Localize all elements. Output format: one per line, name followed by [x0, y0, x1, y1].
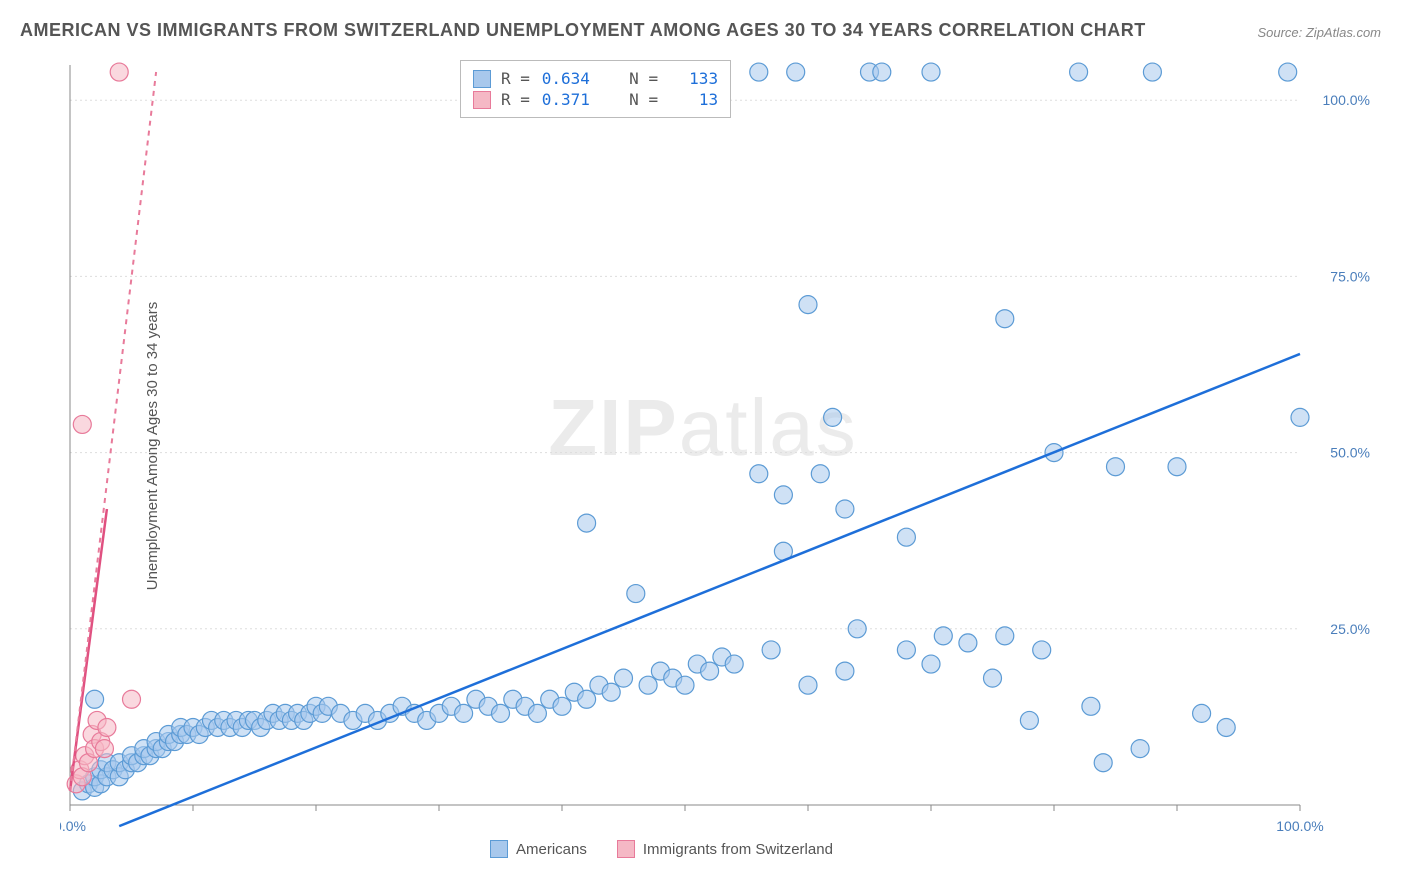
data-point [1131, 740, 1149, 758]
legend-label: Americans [516, 841, 587, 858]
data-point [873, 63, 891, 81]
data-point [824, 408, 842, 426]
series-legend: Americans Immigrants from Switzerland [490, 840, 833, 858]
chart-title: AMERICAN VS IMMIGRANTS FROM SWITZERLAND … [20, 20, 1146, 41]
correlation-legend: R =0.634 N =133 R =0.371 N = 13 [460, 60, 731, 118]
data-point [86, 690, 104, 708]
data-point [110, 63, 128, 81]
legend-swatch [617, 840, 635, 858]
legend-corr-row: R =0.371 N = 13 [473, 90, 718, 109]
data-point [73, 415, 91, 433]
data-point [1070, 63, 1088, 81]
data-point [774, 486, 792, 504]
data-point [922, 63, 940, 81]
data-point [750, 63, 768, 81]
data-point [455, 704, 473, 722]
legend-label: Immigrants from Switzerland [643, 841, 833, 858]
data-point [578, 690, 596, 708]
x-tick-label: 100.0% [1276, 818, 1323, 834]
data-point [492, 704, 510, 722]
data-point [762, 641, 780, 659]
data-point [95, 740, 113, 758]
legend-item: Americans [490, 840, 587, 858]
y-tick-label: 100.0% [1323, 92, 1370, 108]
legend-swatch [473, 70, 491, 88]
data-point [922, 655, 940, 673]
data-point [836, 662, 854, 680]
data-point [1094, 754, 1112, 772]
data-point [528, 704, 546, 722]
data-point [787, 63, 805, 81]
data-point [676, 676, 694, 694]
data-point [1020, 711, 1038, 729]
y-tick-label: 75.0% [1330, 268, 1370, 284]
data-point [1033, 641, 1051, 659]
data-point [984, 669, 1002, 687]
data-point [1082, 697, 1100, 715]
trend-line [119, 354, 1300, 826]
data-point [578, 514, 596, 532]
data-point [701, 662, 719, 680]
data-point [627, 585, 645, 603]
data-point [615, 669, 633, 687]
data-point [1107, 458, 1125, 476]
plot-svg: 25.0% 50.0% 75.0% 100.0% 0.0% 100.0% [60, 55, 1380, 835]
data-point [1217, 718, 1235, 736]
source-attribution: Source: ZipAtlas.com [1257, 25, 1381, 40]
data-point [897, 528, 915, 546]
data-point [799, 676, 817, 694]
legend-swatch [490, 840, 508, 858]
data-point [959, 634, 977, 652]
data-point [799, 296, 817, 314]
data-point [639, 676, 657, 694]
x-tick-label: 0.0% [60, 818, 86, 834]
data-point [725, 655, 743, 673]
data-point [996, 310, 1014, 328]
data-point [750, 465, 768, 483]
y-tick-label: 25.0% [1330, 621, 1370, 637]
data-point [897, 641, 915, 659]
data-point [1168, 458, 1186, 476]
data-point [811, 465, 829, 483]
data-point [602, 683, 620, 701]
data-point [996, 627, 1014, 645]
data-point [934, 627, 952, 645]
data-point [1193, 704, 1211, 722]
data-point [98, 718, 116, 736]
legend-swatch [473, 91, 491, 109]
data-point [1279, 63, 1297, 81]
data-point [1143, 63, 1161, 81]
y-tick-label: 50.0% [1330, 445, 1370, 461]
legend-item: Immigrants from Switzerland [617, 840, 833, 858]
data-point [553, 697, 571, 715]
legend-corr-row: R =0.634 N =133 [473, 69, 718, 88]
scatter-plot: 25.0% 50.0% 75.0% 100.0% 0.0% 100.0% [60, 55, 1380, 835]
data-point [836, 500, 854, 518]
data-point [123, 690, 141, 708]
data-point [1291, 408, 1309, 426]
data-point [848, 620, 866, 638]
